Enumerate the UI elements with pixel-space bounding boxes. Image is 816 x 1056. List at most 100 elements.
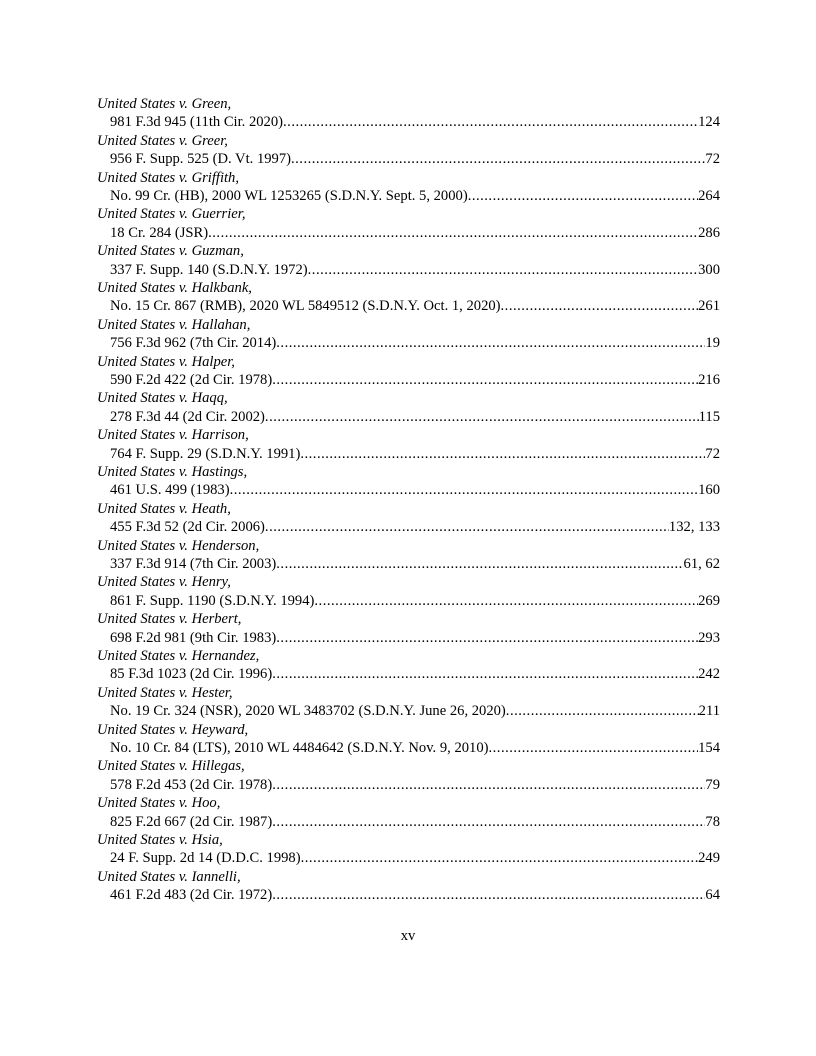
citation: 461 U.S. 499 (1983) — [110, 482, 230, 499]
citation-line: 337 F. Supp. 140 (S.D.N.Y. 1972) 300 — [97, 261, 720, 279]
page-references: 124 — [698, 114, 720, 131]
citation: 24 F. Supp. 2d 14 (D.D.C. 1998) — [110, 850, 301, 867]
dot-leader — [314, 592, 698, 610]
citation: No. 99 Cr. (HB), 2000 WL 1253265 (S.D.N.… — [110, 187, 468, 204]
citation-line: 698 F.2d 981 (9th Cir. 1983) 293 — [97, 629, 720, 647]
citation-line: 461 F.2d 483 (2d Cir. 1972) 64 — [97, 886, 720, 904]
citation: 461 F.2d 483 (2d Cir. 1972) — [110, 887, 273, 904]
dot-leader — [308, 261, 698, 279]
case-name: United States v. Iannelli, — [97, 868, 241, 885]
authority-entry: United States v. Griffith, No. 99 Cr. (HB… — [97, 169, 720, 206]
dot-leader — [301, 849, 699, 867]
case-name: United States v. Harrison, — [97, 427, 249, 444]
dot-leader — [291, 150, 705, 168]
case-name: United States v. Hsia, — [97, 831, 223, 848]
case-name: United States v. Green, — [97, 96, 232, 112]
citation-line: 825 F.2d 667 (2d Cir. 1987) 78 — [97, 813, 720, 831]
citation-line: No. 10 Cr. 84 (LTS), 2010 WL 4484642 (S.… — [97, 739, 720, 757]
citation: 956 F. Supp. 525 (D. Vt. 1997) — [110, 151, 291, 168]
citation: 756 F.3d 962 (7th Cir. 2014) — [110, 335, 277, 352]
citation: 455 F.3d 52 (2d Cir. 2006) — [110, 519, 265, 536]
authority-entry: United States v. Guerrier, 18 Cr. 284 (JS… — [97, 205, 720, 242]
authority-entry: United States v. Harrison, 764 F. Supp. 2… — [97, 426, 720, 463]
authority-entry: United States v. Greer, 956 F. Supp. 525 … — [97, 132, 720, 169]
authority-entry: United States v. Hsia, 24 F. Supp. 2d 14 … — [97, 831, 720, 868]
page-references: 264 — [698, 187, 720, 204]
authority-entry: United States v. Hallahan, 756 F.3d 962 (… — [97, 316, 720, 353]
dot-leader — [506, 702, 699, 720]
page-references: 160 — [698, 482, 720, 499]
authority-entry: United States v. Hernandez, 85 F.3d 1023 … — [97, 647, 720, 684]
citation: 590 F.2d 422 (2d Cir. 1978) — [110, 371, 273, 388]
case-name: United States v. Hillegas, — [97, 758, 245, 775]
page-references: 242 — [698, 666, 720, 683]
authority-entry: United States v. Heyward, No. 10 Cr. 84 (… — [97, 721, 720, 758]
page-references: 216 — [698, 371, 720, 388]
citation: 578 F.2d 453 (2d Cir. 1978) — [110, 776, 273, 793]
citation: No. 10 Cr. 84 (LTS), 2010 WL 4484642 (S.… — [110, 739, 489, 756]
page-references: 64 — [705, 887, 720, 904]
case-name: United States v. Hernandez, — [97, 647, 260, 664]
citation: 278 F.3d 44 (2d Cir. 2002) — [110, 408, 265, 425]
dot-leader — [300, 445, 705, 463]
dot-leader — [208, 224, 698, 242]
citation-line: 764 F. Supp. 29 (S.D.N.Y. 1991) 72 — [97, 445, 720, 463]
page-references: 286 — [698, 224, 720, 241]
dot-leader — [283, 113, 698, 131]
authority-entry: United States v. Haqq, 278 F.3d 44 (2d Ci… — [97, 389, 720, 426]
case-name: United States v. Haqq, — [97, 390, 228, 407]
authority-entry: United States v. Herbert, 698 F.2d 981 (9… — [97, 610, 720, 647]
dot-leader — [272, 371, 698, 389]
page-references: 72 — [705, 151, 720, 168]
citation-line: 278 F.3d 44 (2d Cir. 2002) 115 — [97, 408, 720, 426]
page-references: 132, 133 — [668, 519, 720, 536]
case-name: United States v. Heyward, — [97, 721, 249, 738]
authority-entry: United States v. Henderson, 337 F.3d 914 … — [97, 537, 720, 574]
dot-leader — [265, 408, 699, 426]
citation-line: No. 99 Cr. (HB), 2000 WL 1253265 (S.D.N.… — [97, 187, 720, 205]
authority-entry: United States v. Heath, 455 F.3d 52 (2d C… — [97, 500, 720, 537]
citation-line: 24 F. Supp. 2d 14 (D.D.C. 1998) 249 — [97, 849, 720, 867]
authority-entry: United States v. Green, 981 F.3d 945 (11t… — [97, 95, 720, 132]
citation: 764 F. Supp. 29 (S.D.N.Y. 1991) — [110, 445, 301, 462]
citation-line: No. 19 Cr. 324 (NSR), 2020 WL 3483702 (S… — [97, 702, 720, 720]
dot-leader — [276, 334, 705, 352]
authority-entry: United States v. Halper, 590 F.2d 422 (2d… — [97, 353, 720, 390]
citation-line: 861 F. Supp. 1190 (S.D.N.Y. 1994) 269 — [97, 592, 720, 610]
dot-leader — [468, 187, 698, 205]
citation-line: 956 F. Supp. 525 (D. Vt. 1997) 72 — [97, 150, 720, 168]
citation: 337 F.3d 914 (7th Cir. 2003) — [110, 555, 277, 572]
dot-leader — [272, 886, 705, 904]
citation: No. 15 Cr. 867 (RMB), 2020 WL 5849512 (S… — [110, 298, 501, 315]
citation: No. 19 Cr. 324 (NSR), 2020 WL 3483702 (S… — [110, 703, 506, 720]
authority-entry: United States v. Henry, 861 F. Supp. 1190… — [97, 573, 720, 610]
case-name: United States v. Heath, — [97, 500, 231, 517]
citation: 85 F.3d 1023 (2d Cir. 1996) — [110, 666, 273, 683]
authority-entry: United States v. Halkbank, No. 15 Cr. 867… — [97, 279, 720, 316]
case-name: United States v. Henderson, — [97, 537, 260, 554]
authority-entry: United States v. Hastings, 461 U.S. 499 (… — [97, 463, 720, 500]
dot-leader — [272, 665, 698, 683]
page-references: 115 — [698, 408, 720, 425]
page-references: 61, 62 — [683, 555, 720, 572]
page-references: 79 — [705, 776, 720, 793]
authority-entry: United States v. Guzman, 337 F. Supp. 140… — [97, 242, 720, 279]
authority-entry: United States v. Hillegas, 578 F.2d 453 (… — [97, 757, 720, 794]
case-name: United States v. Halper, — [97, 353, 235, 370]
citation-line: 461 U.S. 499 (1983) 160 — [97, 481, 720, 499]
citation: 18 Cr. 284 (JSR) — [110, 224, 209, 241]
case-name: United States v. Guzman, — [97, 243, 244, 260]
citation: 698 F.2d 981 (9th Cir. 1983) — [110, 629, 277, 646]
case-name: United States v. Henry, — [97, 574, 231, 591]
page-references: 211 — [698, 703, 720, 720]
case-name: United States v. Greer, — [97, 132, 228, 149]
page-references: 293 — [698, 629, 720, 646]
citation-line: 337 F.3d 914 (7th Cir. 2003) 61, 62 — [97, 555, 720, 573]
page-references: 249 — [698, 850, 720, 867]
page-references: 154 — [698, 739, 720, 756]
dot-leader — [276, 555, 683, 573]
dot-leader — [489, 739, 699, 757]
citation: 337 F. Supp. 140 (S.D.N.Y. 1972) — [110, 261, 308, 278]
table-of-authorities-list: United States v. Green, 981 F.3d 945 (11t… — [97, 95, 720, 905]
page-references: 78 — [705, 813, 720, 830]
